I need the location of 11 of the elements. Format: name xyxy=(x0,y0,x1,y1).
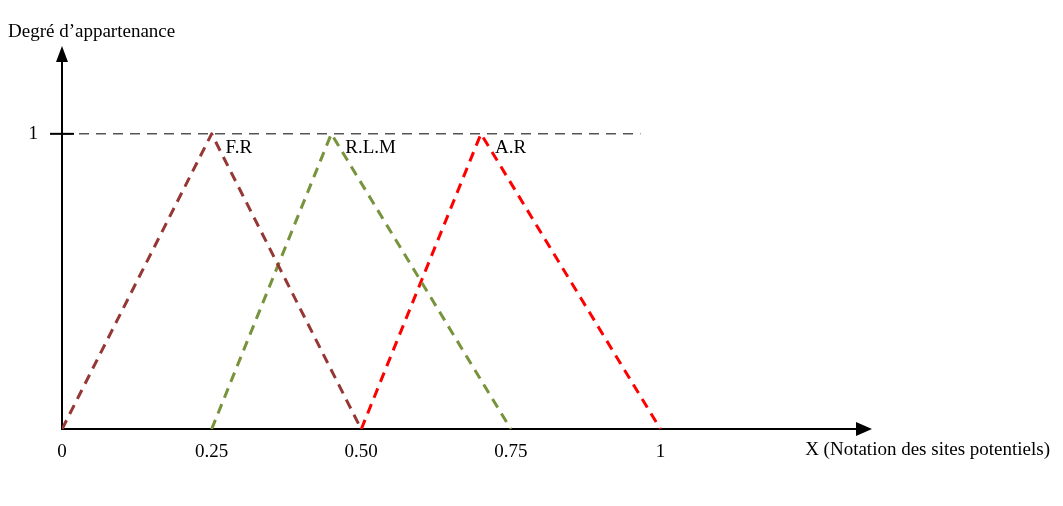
x-tick-label: 0.50 xyxy=(344,439,378,461)
x-tick-label: 0.75 xyxy=(494,439,528,461)
x-axis-title: X (Notation des sites potentiels) xyxy=(804,437,1050,461)
y-axis-title: Degré d’appartenance xyxy=(8,20,176,42)
ref-line-label: 1 xyxy=(28,121,38,143)
series-label: R.L.M xyxy=(345,135,397,157)
series-label: A.R xyxy=(494,135,527,157)
x-tick-label: 0 xyxy=(57,439,67,461)
x-tick-label: 1 xyxy=(655,439,666,461)
series-label: F.R xyxy=(225,135,253,157)
x-tick-label: 0.25 xyxy=(195,439,229,461)
